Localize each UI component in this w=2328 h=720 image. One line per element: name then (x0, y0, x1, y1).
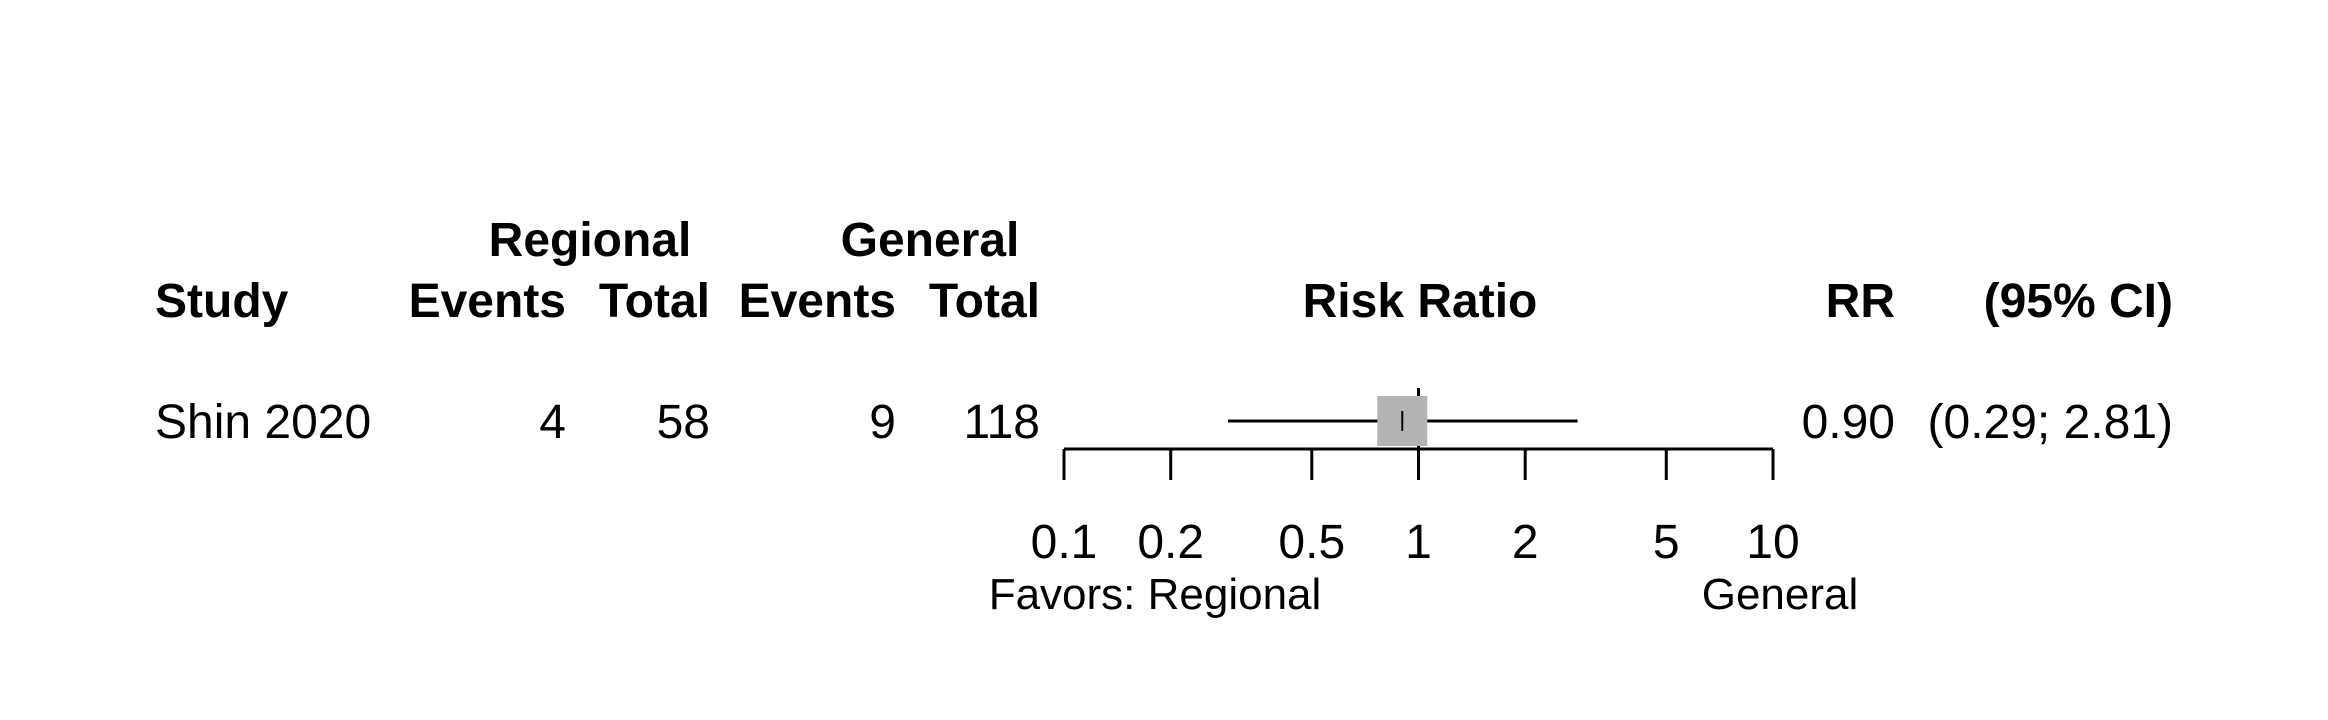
events2-header: Events (738, 275, 896, 328)
events1-header: Events (408, 275, 566, 328)
events1-value: 4 (539, 396, 566, 449)
group2-header: General (840, 214, 1020, 267)
total2-header: Total (928, 275, 1040, 328)
group1-header: Regional (488, 214, 692, 267)
study-name: Shin 2020 (155, 396, 372, 449)
x-axis-tick-label: 0.2 (1137, 516, 1204, 569)
total1-header: Total (598, 275, 710, 328)
plot-header: Risk Ratio (1302, 275, 1538, 328)
x-axis-tick-label: 0.5 (1278, 516, 1345, 569)
ci-header: (95% CI) (1983, 275, 2173, 328)
rr-header: RR (1825, 275, 1895, 328)
favors-right-label: General (1701, 570, 1859, 619)
x-axis-tick-label: 1 (1405, 516, 1432, 569)
rr-value: 0.90 (1801, 396, 1895, 449)
x-axis-tick-label: 5 (1653, 516, 1680, 569)
total1-value: 58 (656, 396, 710, 449)
x-axis-tick-label: 10 (1746, 516, 1799, 569)
favors-left-label: Favors: Regional (988, 570, 1322, 619)
x-axis-tick-label: 0.1 (1031, 516, 1098, 569)
study-header: Study (155, 275, 289, 328)
total2-value: 118 (963, 396, 1040, 449)
x-axis-tick-label: 2 (1512, 516, 1539, 569)
ci-value: (0.29; 2.81) (1927, 396, 2173, 449)
events2-value: 9 (869, 396, 896, 449)
